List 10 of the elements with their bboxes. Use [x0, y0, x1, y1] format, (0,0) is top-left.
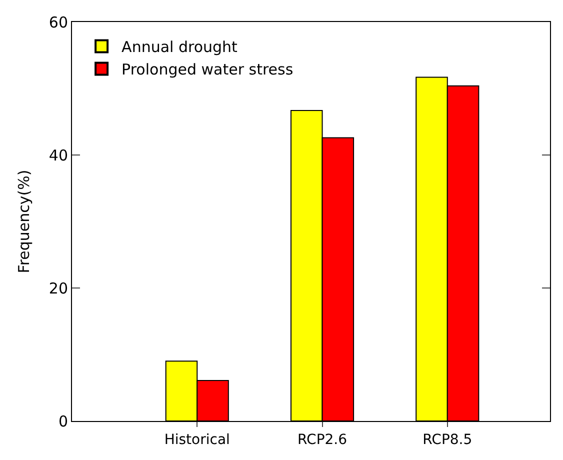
y-tick-label: 40 [48, 146, 68, 164]
y-tick-label: 0 [58, 412, 68, 430]
y-axis-title: Frequency(%) [15, 170, 34, 274]
legend-label: Prolonged water stress [122, 60, 294, 79]
x-tick-label: RCP2.6 [298, 432, 348, 448]
y-tick-label: 20 [48, 279, 68, 298]
x-tick-label: RCP8.5 [422, 432, 472, 448]
x-tick-label: Historical [164, 432, 230, 448]
legend-label: Annual drought [122, 38, 238, 56]
y-tick-label: 60 [48, 13, 68, 32]
